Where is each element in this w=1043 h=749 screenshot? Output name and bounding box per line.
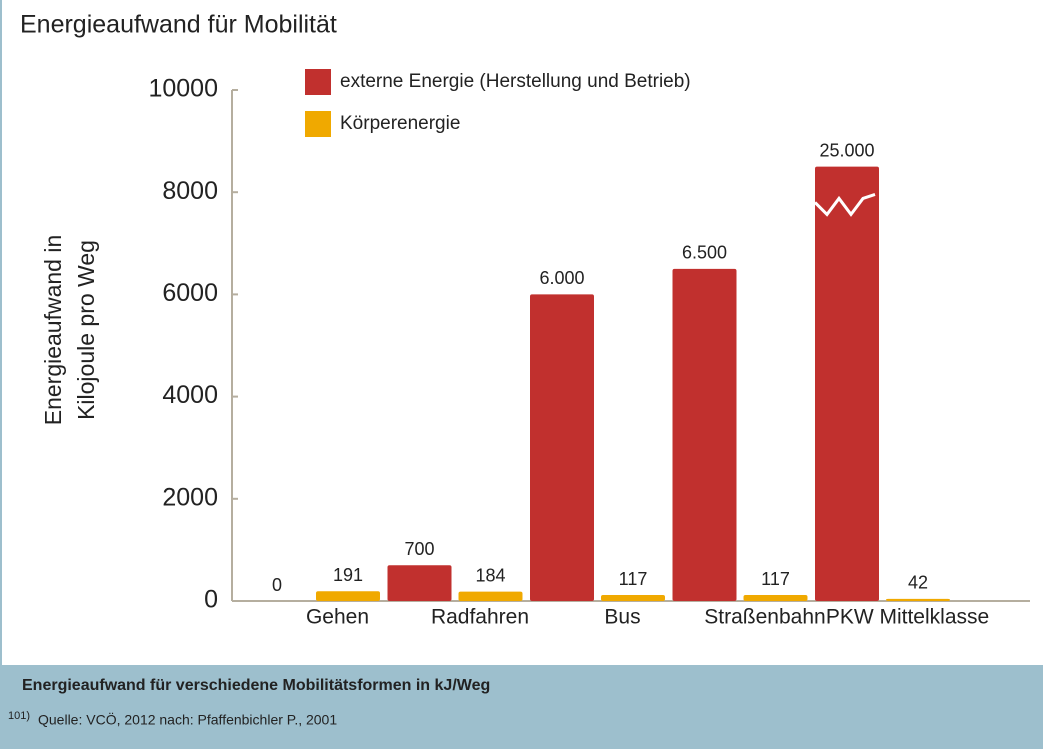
x-tick-label: Bus xyxy=(604,606,640,629)
footnote: 101) xyxy=(8,710,30,722)
axis-break xyxy=(813,192,876,217)
y-tick-label: 8000 xyxy=(162,177,218,205)
y-tick-label: 10000 xyxy=(148,75,218,103)
bar xyxy=(387,565,452,601)
value-label: 42 xyxy=(908,573,928,593)
bar xyxy=(743,595,808,601)
bar xyxy=(530,294,594,601)
x-tick-label: Straßenbahn xyxy=(704,606,825,629)
legend-swatch xyxy=(305,111,331,137)
bar xyxy=(601,595,665,601)
y-axis-title: Energieaufwand in Kilojoule pro Weg xyxy=(40,235,99,426)
bar xyxy=(316,591,380,601)
x-tick-label: PKW Mittelklasse xyxy=(826,606,989,629)
value-label: 184 xyxy=(475,565,505,585)
x-tick-label: Radfahren xyxy=(431,606,529,629)
value-label: 117 xyxy=(761,569,790,589)
value-label: 117 xyxy=(619,569,648,589)
y-tick-label: 6000 xyxy=(162,279,218,307)
caption-band xyxy=(0,665,1043,749)
y-tick-label: 2000 xyxy=(162,483,218,511)
value-label: 6.000 xyxy=(539,268,584,288)
bar xyxy=(672,268,737,601)
bar xyxy=(458,591,523,601)
value-label: 6.500 xyxy=(682,243,727,263)
chart-title: Energieaufwand für Mobilität xyxy=(20,11,337,39)
legend-label: externe Energie (Herstellung und Betrieb… xyxy=(340,71,691,92)
y-axis-title-line: Kilojoule pro Weg xyxy=(73,240,99,420)
bar xyxy=(815,166,879,601)
value-label: 700 xyxy=(404,539,434,559)
legend-label: Körperenergie xyxy=(340,113,460,134)
y-axis-title-line: Energieaufwand in xyxy=(40,235,66,426)
caption: Energieaufwand für verschiedene Mobilitä… xyxy=(22,677,490,694)
legend-swatch xyxy=(305,69,331,95)
y-tick-label: 0 xyxy=(204,586,218,614)
source: Quelle: VCÖ, 2012 nach: Pfaffenbichler P… xyxy=(38,711,337,728)
value-label: 191 xyxy=(333,565,363,585)
value-label: 25.000 xyxy=(819,140,874,160)
bar xyxy=(886,598,950,601)
y-tick-label: 4000 xyxy=(162,381,218,409)
x-tick-label: Gehen xyxy=(306,606,369,629)
value-label: 0 xyxy=(272,575,282,595)
